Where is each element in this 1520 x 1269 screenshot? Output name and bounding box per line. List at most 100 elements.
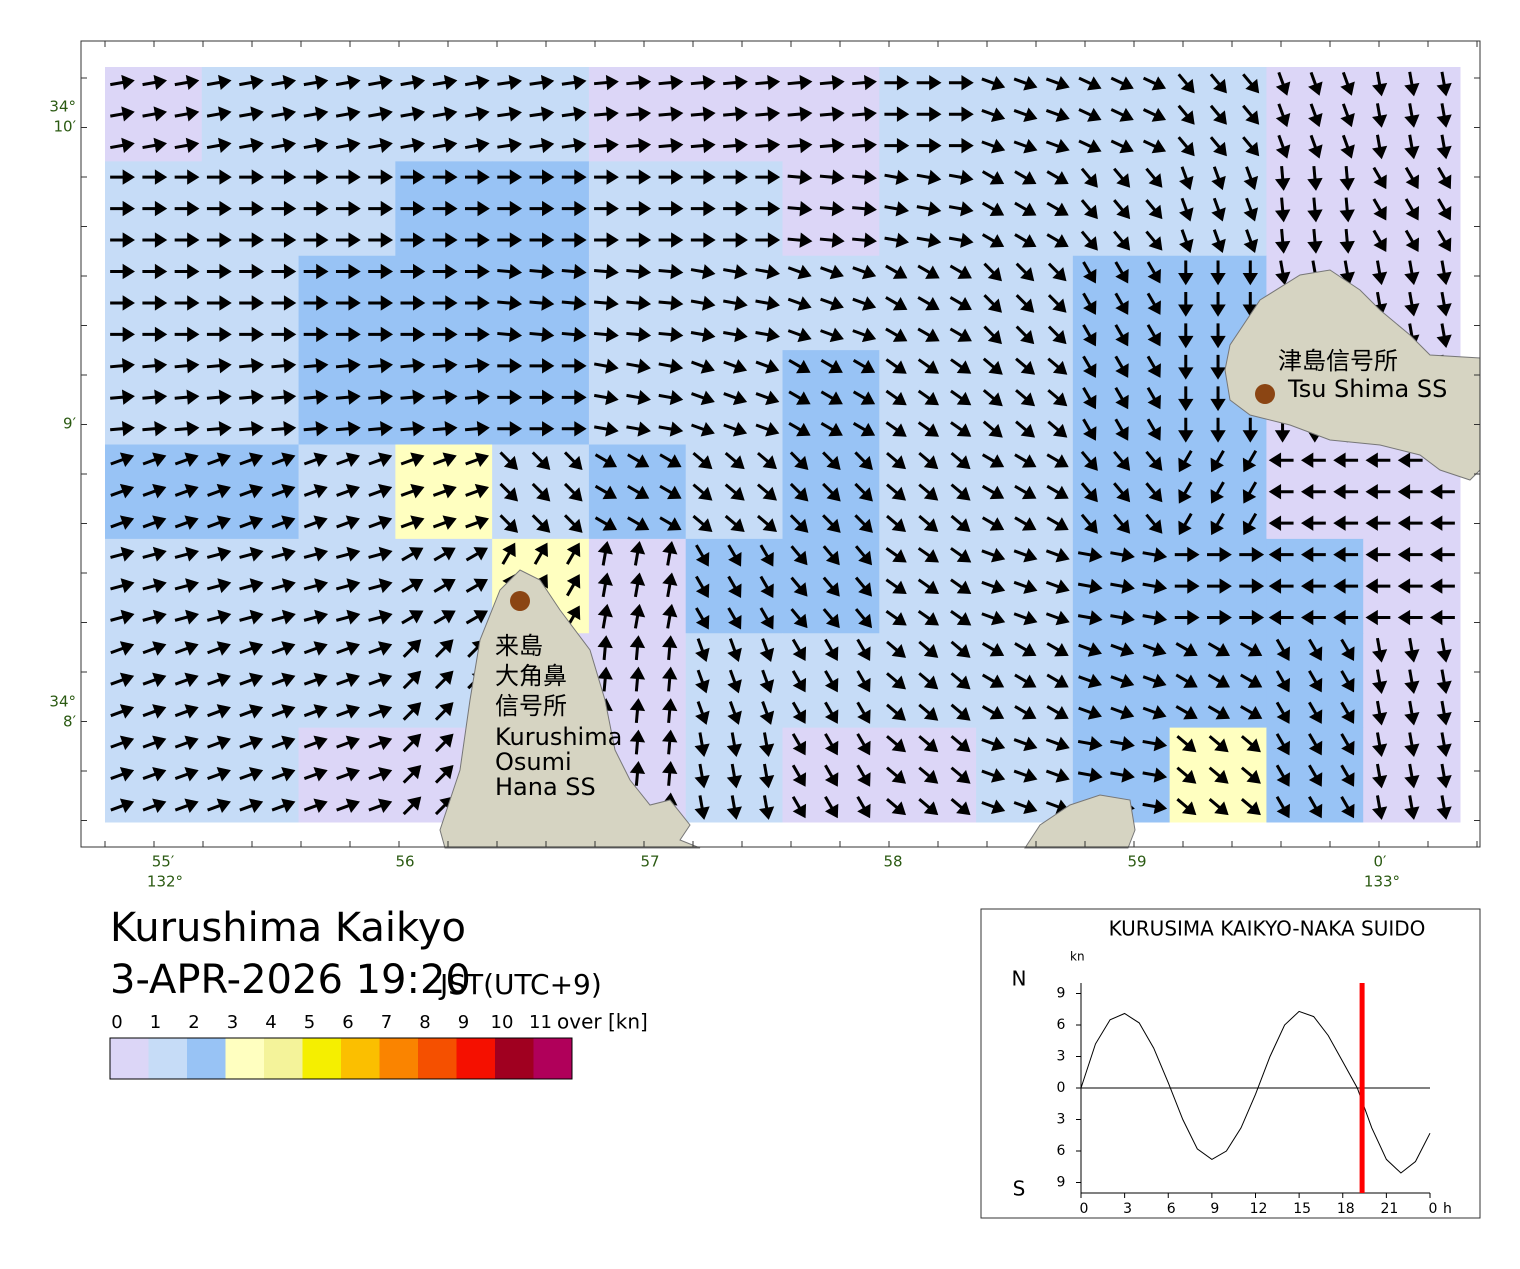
- current-arrow: [916, 75, 942, 91]
- current-arrow: [174, 704, 199, 719]
- current-arrow: [1013, 799, 1038, 815]
- current-arrow: [142, 641, 167, 656]
- current-arrow: [335, 546, 361, 562]
- current-arrow: [1372, 198, 1387, 221]
- current-arrow: [174, 106, 200, 122]
- current-arrow: [1110, 139, 1134, 154]
- current-arrow: [561, 421, 587, 437]
- current-arrow: [852, 106, 877, 122]
- current-arrow: [723, 390, 748, 406]
- current-arrow: [695, 607, 710, 630]
- current-arrow: [1178, 449, 1193, 473]
- current-arrow: [368, 295, 394, 311]
- current-arrow: [950, 703, 971, 721]
- current-arrow: [726, 795, 742, 820]
- map-frame: [80, 40, 1481, 848]
- current-arrow: [1242, 260, 1259, 286]
- current-arrow: [1240, 766, 1261, 784]
- current-arrow: [1339, 166, 1355, 191]
- current-arrow: [464, 106, 490, 122]
- current-arrow: [239, 106, 264, 122]
- current-arrow: [174, 263, 200, 280]
- current-arrow: [110, 358, 135, 374]
- current-arrow: [1047, 357, 1068, 375]
- current-arrow: [1014, 233, 1037, 248]
- current-arrow: [852, 359, 876, 374]
- current-arrow: [402, 670, 422, 690]
- current-arrow: [1142, 705, 1167, 720]
- current-arrow: [400, 358, 426, 374]
- current-arrow: [1207, 673, 1231, 688]
- current-arrow: [465, 263, 490, 280]
- current-arrow: [271, 295, 297, 311]
- current-arrow: [1436, 732, 1452, 757]
- current-arrow: [1014, 484, 1037, 500]
- current-arrow: [142, 515, 167, 530]
- current-arrow: [885, 327, 908, 342]
- current-arrow: [1174, 578, 1200, 594]
- current-arrow: [1142, 736, 1168, 752]
- current-arrow: [819, 169, 845, 185]
- current-arrow: [368, 546, 393, 562]
- current-arrow: [239, 515, 264, 530]
- current-arrow: [1045, 579, 1070, 594]
- current-arrow: [1208, 766, 1229, 784]
- current-arrow: [690, 422, 715, 437]
- current-arrow: [1436, 700, 1452, 726]
- current-arrow: [1210, 386, 1226, 412]
- current-arrow: [918, 766, 939, 784]
- current-arrow: [561, 232, 587, 248]
- current-arrow: [791, 701, 807, 724]
- current-arrow: [854, 545, 873, 566]
- current-arrow: [727, 575, 742, 599]
- current-arrow: [368, 515, 393, 530]
- current-arrow: [464, 137, 490, 153]
- current-arrow: [206, 578, 232, 594]
- current-arrow: [142, 137, 168, 153]
- current-arrow: [1142, 798, 1168, 815]
- current-arrow: [822, 545, 840, 566]
- current-arrow: [402, 765, 422, 784]
- current-arrow: [593, 421, 619, 437]
- current-arrow: [271, 767, 296, 782]
- current-arrow: [1211, 229, 1226, 254]
- current-arrow: [142, 358, 168, 374]
- current-arrow: [884, 201, 910, 217]
- current-arrow: [303, 609, 329, 625]
- current-arrow: [1146, 324, 1161, 347]
- current-arrow: [852, 296, 877, 311]
- current-arrow: [727, 607, 742, 630]
- current-arrow: [629, 761, 646, 786]
- current-arrow: [1210, 260, 1226, 286]
- current-arrow: [368, 232, 394, 248]
- current-arrow: [1437, 229, 1452, 252]
- current-arrow: [759, 701, 775, 725]
- current-arrow: [755, 137, 781, 154]
- legend-swatch: [418, 1038, 457, 1079]
- current-arrow: [822, 482, 841, 502]
- current-arrow: [694, 795, 710, 820]
- current-arrow: [1372, 700, 1388, 726]
- current-arrow: [626, 263, 652, 280]
- current-arrow: [1239, 609, 1265, 626]
- current-arrow: [756, 452, 777, 470]
- current-arrow: [465, 452, 490, 467]
- current-arrow: [1046, 233, 1069, 248]
- current-arrow: [400, 263, 426, 280]
- current-arrow: [400, 200, 426, 217]
- current-arrow: [303, 295, 329, 311]
- current-arrow: [432, 389, 458, 405]
- current-arrow: [1047, 389, 1068, 407]
- lon-label: 55′: [152, 853, 175, 871]
- current-arrow: [981, 170, 1005, 185]
- current-arrow: [1015, 325, 1035, 345]
- current-arrow: [886, 798, 907, 816]
- current-arrow: [303, 515, 328, 530]
- current-arrow: [819, 106, 845, 122]
- current-arrow: [884, 232, 910, 248]
- current-arrow: [1372, 229, 1387, 252]
- current-arrow: [303, 735, 328, 751]
- current-arrow: [1333, 546, 1359, 563]
- current-arrow: [695, 638, 710, 662]
- y-tick-label: 9: [1057, 1175, 1066, 1191]
